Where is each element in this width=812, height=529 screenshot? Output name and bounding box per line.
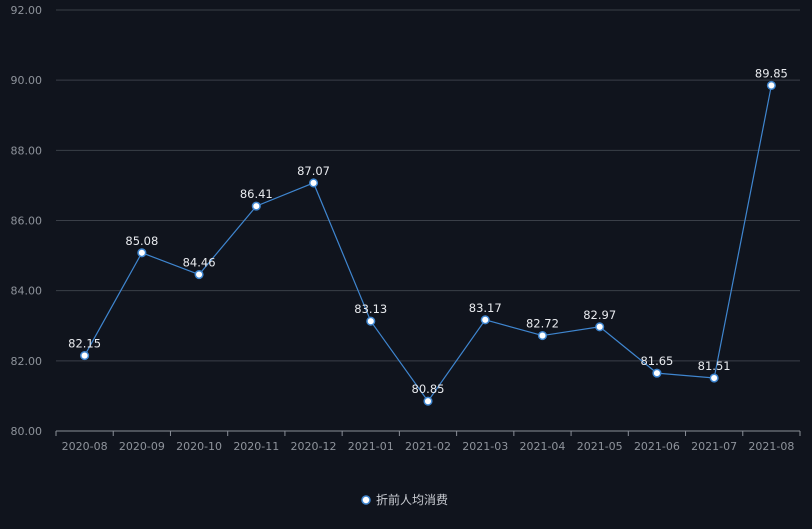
data-label: 85.08 (125, 234, 158, 248)
x-tick-label: 2020-10 (176, 440, 222, 453)
data-label: 80.85 (412, 382, 445, 396)
x-tick-label: 2020-08 (62, 440, 108, 453)
x-tick-label: 2021-08 (748, 440, 794, 453)
data-label: 81.65 (640, 354, 673, 368)
data-point[interactable] (423, 396, 433, 406)
data-point[interactable] (194, 269, 204, 280)
x-tick-label: 2021-02 (405, 440, 451, 453)
data-point[interactable] (766, 80, 776, 90)
x-tick-label: 2021-05 (577, 440, 623, 453)
data-labels: 82.15 85.08 84.46 86.41 87.07 83.13 80.85 83.17… (68, 66, 788, 396)
data-point[interactable] (595, 322, 605, 332)
x-tick-label: 2021-06 (634, 440, 680, 453)
data-point[interactable] (480, 315, 490, 325)
data-label: 89.85 (755, 66, 788, 80)
x-tick-label: 2020-12 (291, 440, 337, 453)
data-point[interactable] (251, 201, 261, 211)
x-tick-label: 2021-01 (348, 440, 394, 453)
data-label: 83.17 (469, 301, 502, 315)
y-tick-label: 86.00 (11, 215, 43, 228)
data-point[interactable] (709, 373, 719, 383)
data-point[interactable] (366, 316, 376, 326)
series-layer (80, 80, 776, 406)
y-tick-label: 88.00 (11, 144, 43, 157)
y-axis: 80.00 82.00 84.00 86.00 88.00 90.00 92.00 (11, 4, 43, 438)
y-tick-label: 80.00 (11, 425, 43, 438)
x-tick-label: 2020-11 (233, 440, 279, 453)
legend[interactable]: 折前人均消费 (361, 492, 448, 507)
grid-layer (56, 9, 800, 362)
y-tick-label: 82.00 (11, 355, 43, 368)
y-tick-label: 92.00 (11, 4, 43, 17)
x-tick-label: 2021-07 (691, 440, 737, 453)
data-label: 87.07 (297, 164, 330, 178)
data-label: 86.41 (240, 187, 273, 201)
x-axis: 2020-08 2020-09 2020-10 2020-11 2020-12 2021-… (55, 430, 801, 453)
data-point[interactable] (308, 178, 319, 188)
x-tick-label: 2020-09 (119, 440, 165, 453)
data-point[interactable] (537, 331, 548, 341)
data-label: 82.97 (583, 308, 616, 322)
data-label: 82.15 (68, 337, 101, 351)
x-tick-label: 2021-04 (519, 440, 565, 453)
data-point[interactable] (137, 248, 147, 258)
legend-label[interactable]: 折前人均消费 (376, 492, 448, 507)
data-label: 81.51 (698, 359, 731, 373)
y-tick-label: 84.00 (11, 285, 43, 298)
data-label: 84.46 (183, 256, 216, 270)
data-point[interactable] (80, 351, 90, 361)
y-tick-label: 90.00 (11, 74, 43, 87)
data-point[interactable] (652, 368, 662, 378)
data-label: 83.13 (354, 302, 387, 316)
x-tick-label: 2021-03 (462, 440, 508, 453)
data-label: 82.72 (526, 317, 559, 331)
legend-marker[interactable] (361, 495, 371, 505)
